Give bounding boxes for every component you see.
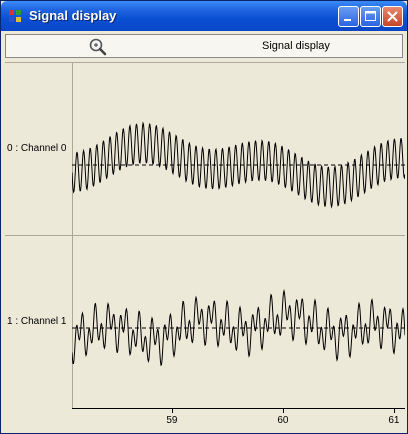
maximize-button[interactable] [360,6,381,27]
app-icon [7,8,23,24]
channel-1-label: 1 : Channel 1 [7,316,67,327]
close-button[interactable] [382,6,403,27]
x-tick [394,409,395,413]
channel-1-signal [72,236,405,408]
x-tick-label: 59 [166,415,177,426]
minimize-button[interactable] [338,6,359,27]
close-icon [383,7,402,26]
x-tick [283,409,284,413]
toolbar-label: Signal display [262,40,330,52]
x-tick [172,409,173,413]
x-tick-label: 61 [388,415,399,426]
toolbar: Signal display [5,34,403,58]
zoom-icon[interactable] [88,37,108,57]
title-bar[interactable]: Signal display [1,1,407,31]
x-tick-label: 60 [277,415,288,426]
channel-0-signal [72,63,405,235]
window-title: Signal display [29,8,116,23]
plot-area[interactable]: 0 : Channel 0 1 : Channel 1 59 60 61 [5,62,405,429]
minimize-icon [339,7,358,26]
x-axis-line [72,408,405,409]
maximize-icon [361,7,380,26]
channel-0-label: 0 : Channel 0 [7,143,67,154]
